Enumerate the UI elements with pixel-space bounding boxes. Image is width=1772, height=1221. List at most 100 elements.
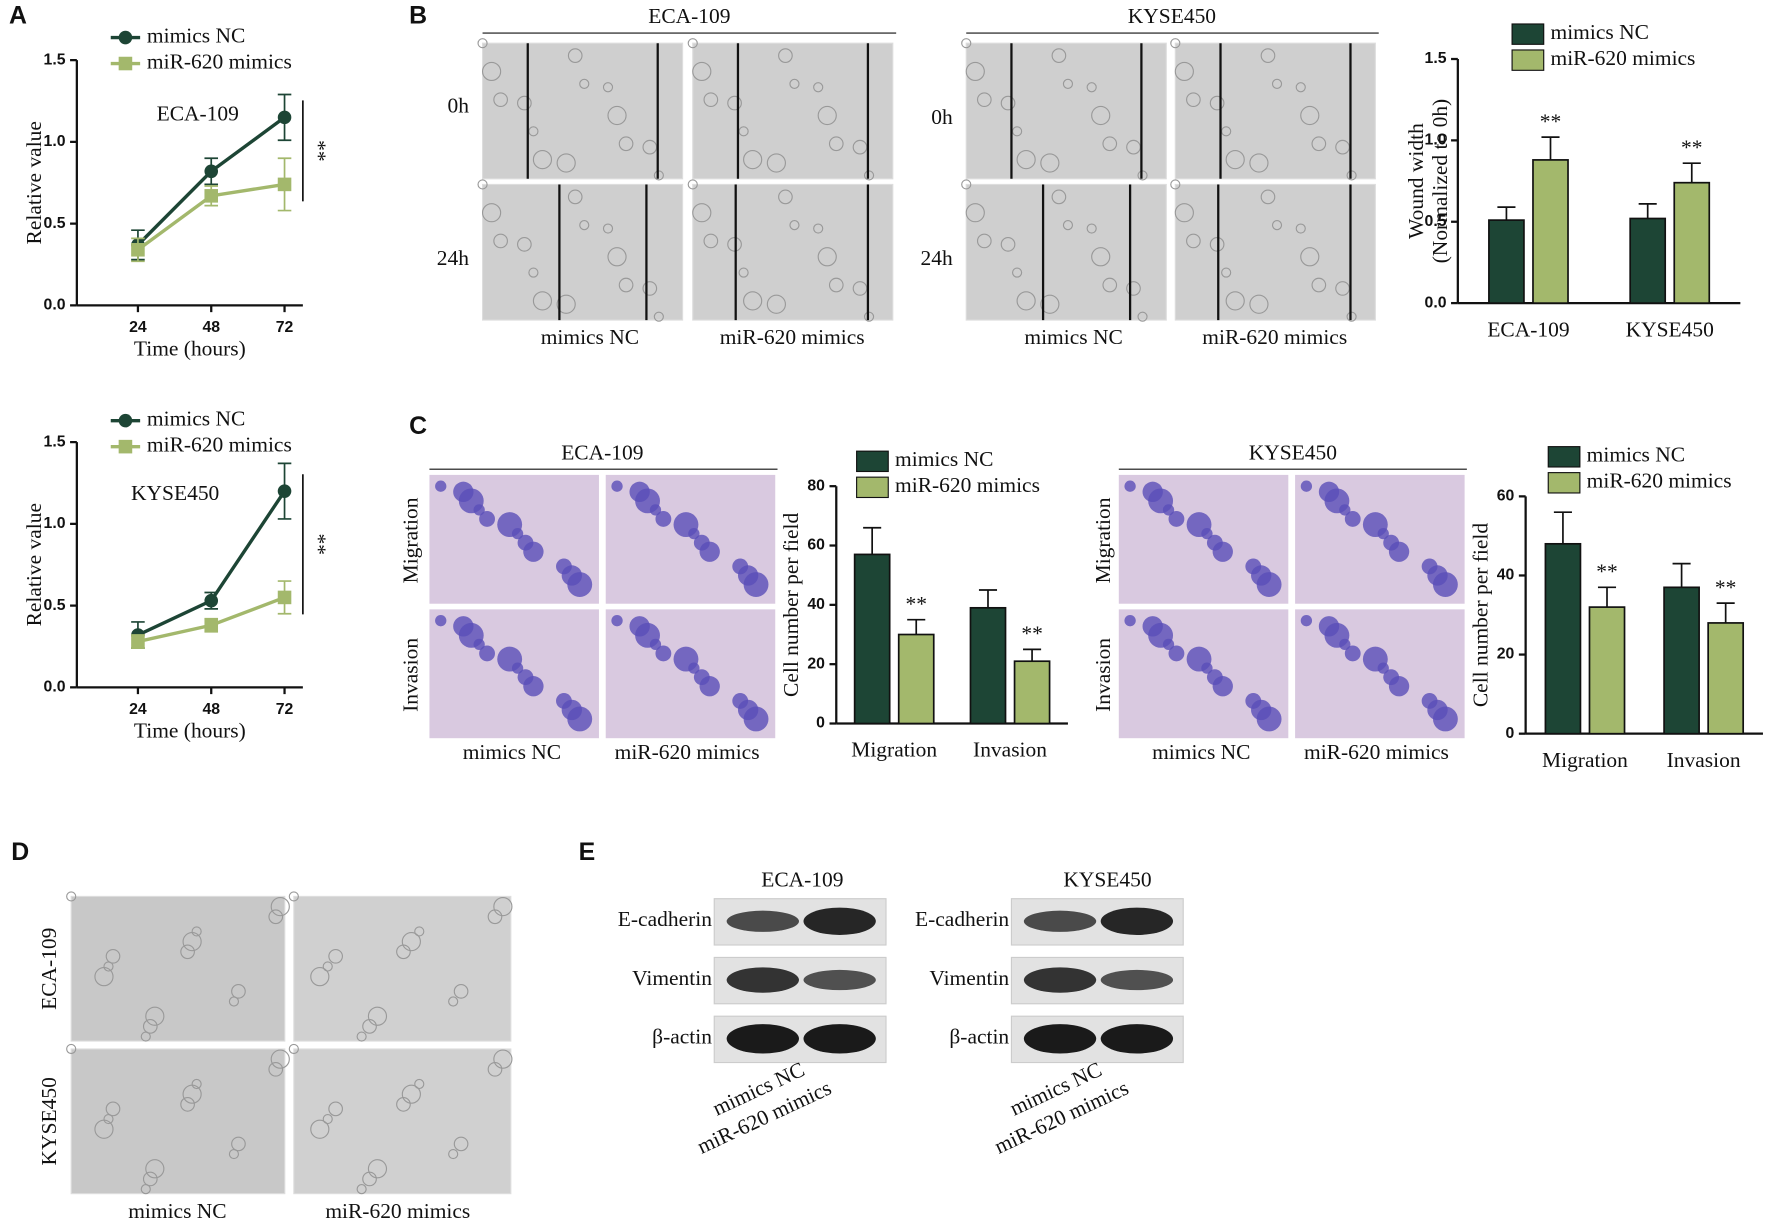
group-label: miR-620 mimics [1202, 325, 1347, 349]
x-tick-label: Invasion [1667, 748, 1741, 772]
cell [362, 1019, 377, 1034]
legend-swatch [1547, 472, 1581, 494]
error-bar [1497, 206, 1516, 221]
stained-cell [1245, 558, 1262, 575]
cell [401, 932, 421, 952]
y-tick-label: 1.0 [44, 515, 66, 532]
cell [191, 1078, 202, 1090]
error-bar [1672, 562, 1691, 588]
cell [727, 95, 742, 111]
stained-cell [1300, 480, 1313, 492]
micrograph [481, 183, 684, 321]
protein-label: E-cadherin [915, 907, 1009, 931]
cell [493, 896, 513, 917]
y-axis-label: Cell number per field [779, 512, 803, 696]
group-label: miR-620 mimics [325, 1199, 470, 1221]
cell [140, 1184, 151, 1195]
cell [1249, 294, 1269, 314]
cell [1091, 105, 1111, 126]
cell [556, 153, 576, 173]
cell-line-label: KYSE450 [1128, 4, 1216, 28]
y-axis-label: Relative value [22, 121, 46, 244]
cell [414, 1078, 425, 1090]
cell [766, 153, 786, 173]
micrograph [1174, 42, 1376, 180]
cell [813, 223, 824, 234]
stained-cell [1421, 558, 1438, 575]
panel-letter: C [409, 412, 427, 440]
cell [692, 203, 712, 223]
cell [477, 38, 488, 49]
cell [103, 1113, 114, 1125]
cell [817, 247, 837, 267]
stained-cell [1124, 615, 1136, 627]
cell [579, 220, 590, 231]
cell [453, 1136, 469, 1152]
cell [961, 38, 972, 49]
cell [965, 61, 985, 82]
cell [228, 996, 240, 1007]
stained-cell [1344, 511, 1361, 527]
cell [180, 944, 195, 960]
cell [414, 926, 425, 937]
error-bar [1716, 602, 1735, 623]
cell [182, 932, 202, 952]
cell-line-label: ECA-109 [761, 868, 843, 892]
x-tick-label: 72 [276, 701, 294, 718]
x-tick-label: 48 [202, 701, 220, 718]
cell [976, 92, 992, 108]
cell [703, 92, 719, 108]
cell [1225, 291, 1245, 311]
legend-label: mimics NC [147, 407, 245, 431]
micrograph [293, 895, 512, 1042]
cell [487, 909, 503, 925]
bar [1629, 217, 1667, 304]
cell [1225, 149, 1245, 170]
cell [1102, 277, 1118, 293]
y-tick-label: 0.0 [44, 297, 66, 314]
y-tick-label: 0.0 [1425, 294, 1447, 311]
cell [517, 237, 532, 252]
group-label: mimics NC [1024, 325, 1122, 349]
cell [961, 179, 972, 190]
cell [448, 996, 459, 1007]
stained-cell [1344, 645, 1361, 662]
cell [94, 967, 114, 987]
cell [477, 179, 488, 190]
cell [1137, 311, 1148, 322]
band [1100, 907, 1174, 935]
micrograph [293, 1048, 512, 1195]
stained-cell [517, 534, 534, 551]
stained-cell [1362, 512, 1388, 538]
row-label: Migration [1091, 497, 1115, 583]
stained-cell [453, 616, 474, 637]
cell [142, 1019, 158, 1034]
cell [1012, 267, 1023, 278]
cell [182, 1084, 202, 1104]
legend-marker [118, 30, 133, 45]
micrograph [70, 1048, 286, 1195]
cell [813, 82, 824, 93]
cell [828, 136, 844, 152]
stained-cell [453, 481, 474, 503]
stained-cell [1206, 534, 1223, 551]
bar [1532, 159, 1569, 304]
cell [103, 961, 114, 972]
group-label: miR-620 mimics [615, 740, 760, 764]
cell-line-label: ECA-109 [561, 440, 643, 464]
cell [1295, 82, 1306, 93]
stained-cell [673, 646, 699, 672]
stained-cell [655, 645, 672, 662]
band [803, 1024, 876, 1054]
cell [817, 105, 837, 126]
stained-cell [1142, 616, 1163, 637]
cell [145, 1006, 165, 1026]
stained-cell [479, 645, 495, 662]
significance: ** [1715, 576, 1736, 600]
y-tick-label: 0 [1506, 725, 1515, 742]
y-tick-label: 60 [807, 537, 825, 554]
error-bar [978, 589, 998, 608]
band [1023, 967, 1097, 993]
cell [1311, 136, 1327, 152]
y-tick-label: 40 [1497, 567, 1515, 584]
